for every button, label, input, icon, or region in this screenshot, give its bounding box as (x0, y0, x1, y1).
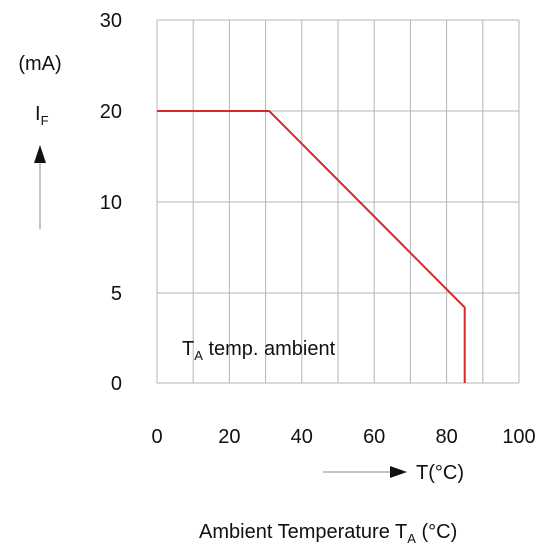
y-tick-label: 20 (100, 101, 122, 123)
y-unit-label: (mA) (18, 53, 61, 75)
x-tick-labels: 0 20 40 60 80 100 (151, 426, 535, 448)
x-axis-label: Ambient Temperature TA (°C) (199, 521, 457, 544)
x-unit-label: T(°C) (416, 462, 464, 484)
chart-annotation: TA temp. ambient (182, 338, 336, 363)
y-symbol-sub: F (41, 113, 49, 128)
x-axis-arrow (323, 466, 407, 478)
x-tick-label: 80 (435, 426, 457, 448)
annotation-tail: temp. ambient (203, 338, 336, 360)
annotation-main: T (182, 338, 194, 360)
y-tick-label: 30 (100, 10, 122, 32)
chart-grid (156, 19, 520, 384)
y-tick-labels: 0 5 10 20 30 (100, 10, 122, 395)
x-tick-label: 100 (502, 426, 535, 448)
chart-series (157, 110, 466, 383)
derating-curve (157, 110, 466, 383)
xlabel-main: Ambient Temperature T (199, 521, 407, 543)
y-tick-label: 10 (100, 192, 122, 214)
xlabel-tail: (°C) (416, 521, 457, 543)
x-tick-label: 40 (291, 426, 313, 448)
x-tick-label: 60 (363, 426, 385, 448)
y-tick-label: 5 (111, 283, 122, 305)
y-axis-symbol: IF (35, 103, 49, 128)
x-tick-label: 0 (151, 426, 162, 448)
annotation-sub: A (194, 348, 203, 363)
xlabel-sub: A (407, 531, 416, 544)
x-tick-label: 20 (218, 426, 240, 448)
y-tick-label: 0 (111, 373, 122, 395)
y-axis-arrow (34, 145, 46, 229)
y-symbol-main: I (35, 103, 41, 125)
